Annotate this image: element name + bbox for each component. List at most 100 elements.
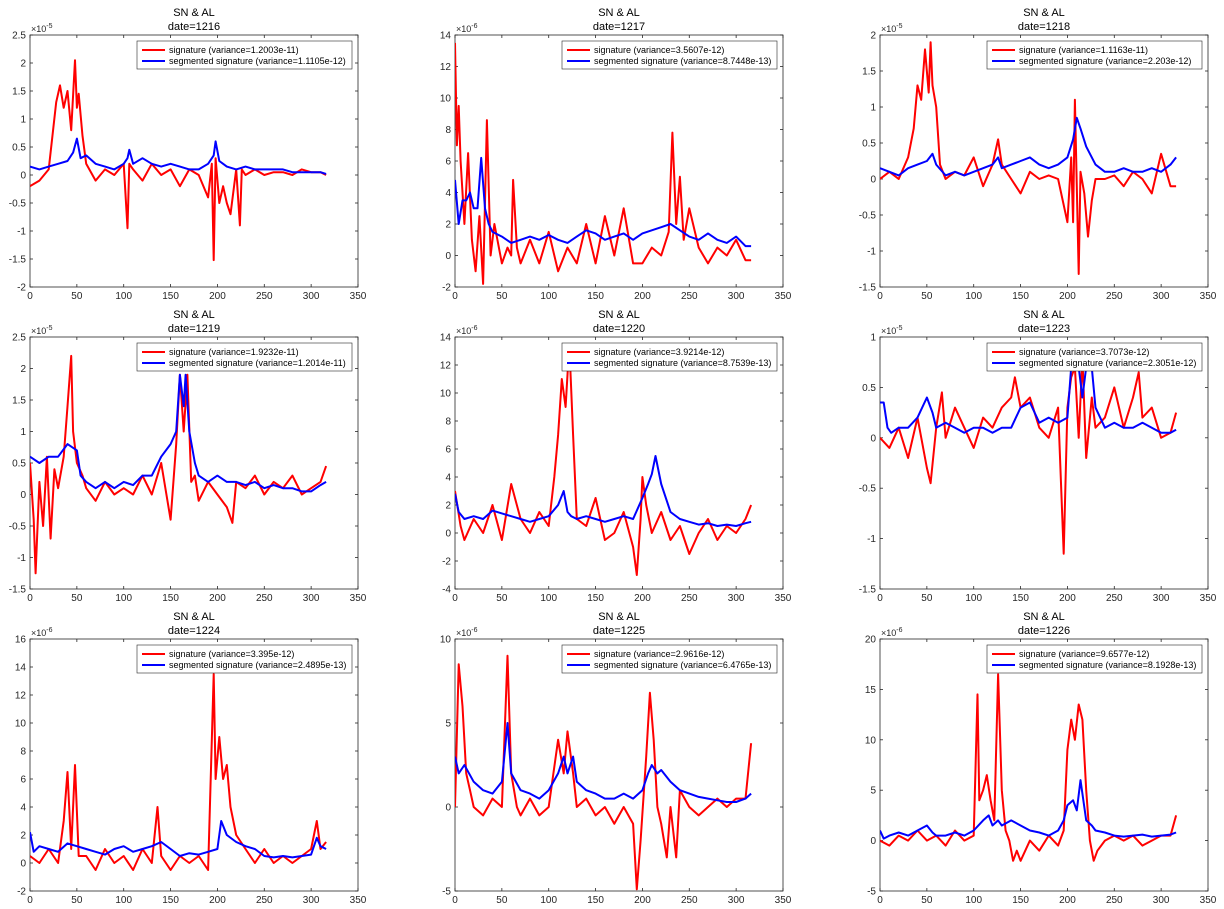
y-tick-label: -1 [17, 553, 26, 564]
legend-box [136, 644, 353, 674]
legend: signature (variance=2.9616e-12)segmented… [561, 644, 778, 674]
legend-box [986, 342, 1203, 372]
y-exponent-label: ×10-5 [31, 23, 53, 34]
x-tick-label: 200 [209, 593, 226, 604]
legend-entry: signature (variance=3.7073e-12) [1019, 347, 1149, 357]
x-tick-label: 100 [540, 895, 557, 906]
y-tick-label: 0.5 [862, 139, 876, 150]
chart-title: SN & AL [1023, 611, 1065, 623]
x-tick-label: 250 [1106, 291, 1123, 302]
legend-entry: signature (variance=3.5607e-12) [594, 45, 724, 55]
x-tick-label: 250 [256, 593, 273, 604]
y-exponent-label: ×10-5 [881, 325, 903, 336]
chart-title: SN & AL [173, 309, 215, 321]
x-tick-label: 100 [540, 593, 557, 604]
plot-area [879, 336, 1209, 590]
y-tick-label: 14 [15, 663, 27, 674]
legend-box [986, 40, 1203, 70]
series-line-segmented-signature [455, 722, 752, 803]
y-tick-label: 6 [20, 775, 26, 786]
y-tick-label: 2 [20, 364, 26, 375]
x-tick-label: 50 [71, 291, 83, 302]
y-exponent-power: -6 [46, 627, 52, 634]
x-tick-label: 150 [587, 291, 604, 302]
y-tick-label: 10 [440, 635, 452, 646]
chart-subtitle: date=1216 [168, 21, 220, 33]
x-tick-label: 0 [877, 895, 883, 906]
x-tick-label: 350 [350, 291, 367, 302]
x-tick-label: 350 [1200, 291, 1217, 302]
legend-box [561, 342, 778, 372]
y-tick-label: 2 [20, 831, 26, 842]
y-tick-label: -0.5 [9, 522, 27, 533]
x-tick-label: 100 [115, 593, 132, 604]
x-tick-label: 300 [728, 895, 745, 906]
y-exponent-power: -5 [896, 325, 902, 332]
y-exponent-power: -5 [896, 23, 902, 30]
x-tick-label: 350 [1200, 593, 1217, 604]
series-line-segmented-signature [455, 455, 752, 527]
x-tick-label: 200 [1059, 291, 1076, 302]
y-tick-label: -0.5 [859, 484, 877, 495]
chart-subtitle: date=1226 [1018, 625, 1070, 637]
y-exponent-label: ×10-6 [456, 23, 478, 34]
y-tick-label: -4 [442, 585, 451, 596]
series-line-signature [880, 41, 1177, 275]
y-tick-label: -1.5 [9, 585, 27, 596]
legend-entry: segmented signature (variance=1.2014e-11… [169, 358, 346, 368]
y-tick-label: 1 [20, 115, 26, 126]
y-tick-label: 10 [15, 719, 27, 730]
legend-box [561, 40, 778, 70]
y-tick-label: -1.5 [859, 283, 877, 294]
x-tick-label: 250 [256, 291, 273, 302]
y-tick-label: 12 [440, 361, 452, 372]
chart-title: SN & AL [598, 611, 640, 623]
chart-subtitle: date=1225 [593, 625, 645, 637]
x-tick-label: 200 [634, 593, 651, 604]
x-tick-label: 150 [1012, 895, 1029, 906]
legend: signature (variance=9.6577e-12)segmented… [986, 644, 1203, 674]
x-tick-label: 100 [115, 895, 132, 906]
y-tick-label: -1.5 [9, 255, 27, 266]
y-tick-label: -1 [867, 534, 876, 545]
y-exponent-power: -5 [46, 23, 52, 30]
legend: signature (variance=1.2003e-11)segmented… [136, 40, 353, 70]
chart-title: SN & AL [598, 309, 640, 321]
x-tick-label: 250 [1106, 593, 1123, 604]
y-tick-label: 0 [870, 433, 876, 444]
y-tick-label: 5 [445, 719, 451, 730]
y-tick-label: 14 [440, 333, 452, 344]
y-exponent-power: -5 [46, 325, 52, 332]
x-tick-label: 300 [728, 593, 745, 604]
x-tick-label: 50 [921, 291, 933, 302]
legend-entry: segmented signature (variance=2.3051e-12… [1019, 358, 1196, 368]
y-tick-label: 1.5 [12, 87, 26, 98]
x-tick-label: 250 [681, 895, 698, 906]
chart-subtitle: date=1224 [168, 625, 220, 637]
chart-panel-3: SN & AL date=1218 ×10-5 0 50 100 150 200 250 300 3… [859, 7, 1217, 302]
legend-box [561, 644, 778, 674]
chart-title: SN & AL [173, 611, 215, 623]
x-tick-label: 350 [350, 593, 367, 604]
x-tick-label: 50 [496, 291, 508, 302]
x-tick-label: 100 [965, 291, 982, 302]
x-tick-label: 250 [681, 593, 698, 604]
y-tick-label: 0 [445, 251, 451, 262]
plot-area [879, 638, 1209, 892]
y-tick-label: 2 [445, 501, 451, 512]
x-tick-label: 350 [775, 593, 792, 604]
series-line-segmented-signature [30, 373, 327, 493]
y-tick-label: 16 [15, 635, 27, 646]
x-tick-label: 0 [452, 593, 458, 604]
y-tick-label: 5 [870, 786, 876, 797]
y-tick-label: 12 [440, 62, 452, 73]
y-tick-label: 0.5 [12, 143, 26, 154]
y-exponent-power: -6 [471, 23, 477, 30]
x-tick-label: 300 [1153, 593, 1170, 604]
y-exponent-label: ×10-6 [456, 325, 478, 336]
y-tick-label: 0 [870, 175, 876, 186]
